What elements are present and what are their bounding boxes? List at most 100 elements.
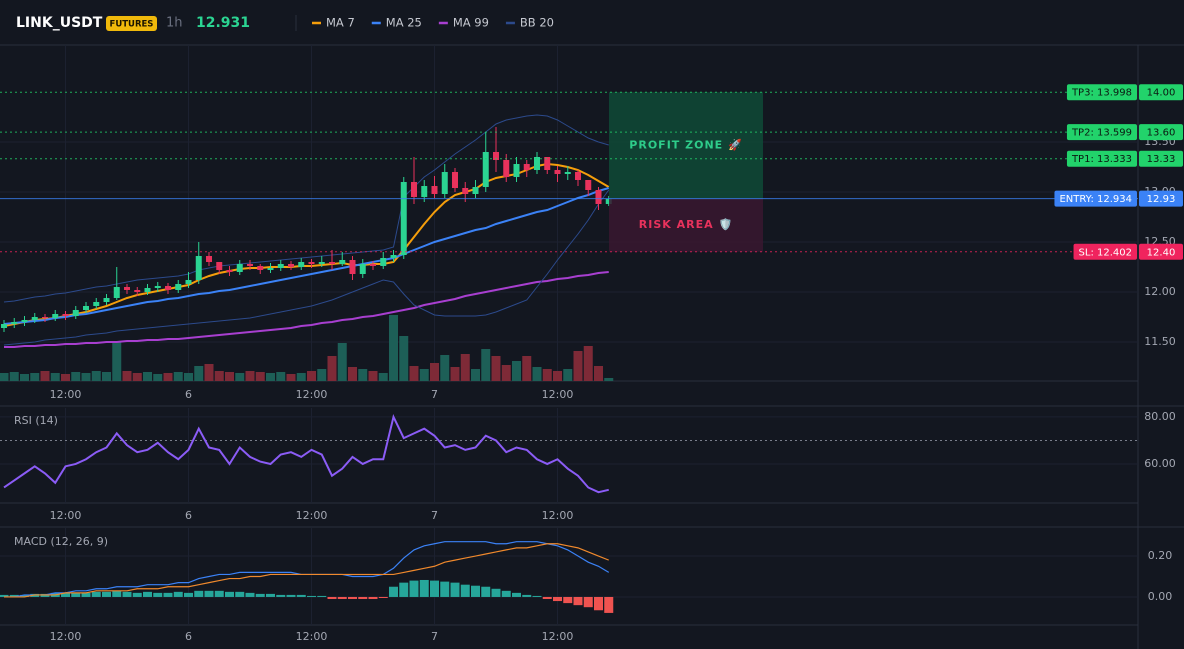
x-tick-label: 7	[431, 630, 438, 643]
macd-histogram-bar	[102, 591, 111, 597]
volume-bar	[532, 367, 542, 381]
macd-title: MACD (12, 26, 9)	[14, 535, 108, 548]
volume-bar	[368, 371, 378, 381]
candle-body	[493, 152, 499, 160]
macd-histogram-bar	[512, 592, 521, 597]
candle-body	[165, 286, 171, 290]
candle-body	[523, 164, 530, 170]
symbol: LINK_USDT	[16, 15, 103, 31]
macd-histogram-bar	[409, 580, 419, 597]
macd-histogram-bar	[337, 596, 347, 600]
candle-body	[585, 180, 592, 190]
candle-body	[308, 262, 315, 264]
level-tag: SL: 12.402	[1079, 247, 1132, 258]
x-tick-label: 7	[431, 509, 438, 522]
x-tick-label: 12:00	[296, 388, 328, 401]
x-tick-label: 12:00	[542, 630, 574, 643]
volume-bar	[460, 354, 470, 381]
macd-histogram-bar	[501, 590, 511, 597]
macd-histogram-bar	[604, 596, 614, 613]
x-tick-label: 6	[185, 630, 192, 643]
zone-label: PROFIT ZONE 🚀	[629, 138, 742, 151]
candle-body	[113, 287, 120, 298]
candle-body	[441, 172, 448, 194]
volume-bar	[20, 374, 29, 381]
candle-body	[380, 258, 387, 266]
candle-body	[134, 290, 141, 292]
volume-bar	[594, 366, 603, 381]
macd-histogram-bar	[173, 591, 183, 597]
axis-tag-bg	[1139, 124, 1183, 141]
macd-histogram-bar	[204, 590, 214, 597]
macd-histogram-bar	[71, 592, 81, 597]
volume-bar	[153, 374, 163, 381]
volume-bar	[204, 364, 214, 381]
macd-histogram-bar	[266, 593, 275, 597]
volume-bar	[450, 367, 460, 381]
x-tick-label: 12:00	[296, 509, 328, 522]
y-tick-label: 12.00	[1144, 285, 1176, 298]
candle-body	[554, 170, 561, 174]
volume-bar	[163, 373, 173, 381]
candle-body	[462, 188, 469, 194]
volume-bar	[389, 315, 398, 381]
candle-body	[575, 172, 581, 180]
y-tick-label: 0.20	[1148, 549, 1173, 562]
legend: MA 7 MA 25 MA 99 BB 20	[312, 16, 554, 30]
macd-histogram-bar	[542, 596, 552, 600]
indicator-line	[3, 187, 610, 325]
volume-bar	[9, 372, 19, 381]
plot-area: 12:00 12:00 12:00 6 6 6 12:00 12:00 12:00 7 7 7 12:0…	[0, 114, 1176, 643]
volume-bar	[430, 363, 439, 381]
macd-histogram-bar	[184, 592, 193, 597]
volume-bar	[327, 356, 337, 381]
candle-body	[185, 280, 192, 284]
candle-body	[103, 298, 110, 302]
candle-body	[206, 256, 212, 262]
candle-body	[62, 314, 69, 316]
level-tag-bg	[1073, 243, 1137, 260]
volume-bar	[112, 341, 122, 381]
signal-line	[4, 543, 609, 598]
macd-histogram-bar	[522, 594, 532, 597]
macd-histogram-bar	[481, 586, 491, 597]
volume-bar	[358, 369, 368, 381]
volume-bar	[214, 371, 224, 381]
macd-histogram-bar	[286, 594, 296, 597]
candle-body	[93, 302, 100, 306]
candle-body	[503, 160, 510, 177]
candle-body	[83, 306, 89, 310]
legend-label: MA 7	[326, 16, 355, 30]
volume-bar	[132, 373, 142, 381]
level-tag-bg	[1066, 84, 1137, 101]
macd-histogram-bar	[563, 596, 573, 604]
candle-body	[257, 266, 264, 270]
level-tag-bg	[1066, 124, 1137, 141]
macd-histogram-bar	[573, 596, 583, 606]
candle-body	[359, 264, 366, 274]
candle-body	[534, 157, 540, 170]
macd-histogram-bar	[358, 596, 368, 600]
candle-body	[339, 260, 346, 264]
candle-body	[431, 186, 438, 194]
macd-histogram-bar	[307, 595, 316, 597]
level-tag: TP2: 13.599	[1071, 128, 1132, 139]
volume-bar	[245, 371, 255, 381]
candle-body	[226, 270, 233, 272]
volume-bar	[40, 371, 50, 381]
candle-body	[411, 182, 417, 197]
macd-histogram-bar	[112, 590, 122, 597]
candle-body	[154, 286, 161, 288]
volume-bar	[91, 371, 101, 381]
volume-bar	[255, 372, 265, 381]
axis-tag: 12.93	[1147, 194, 1176, 205]
macd-histogram-bar	[327, 596, 337, 600]
candle-body	[11, 322, 18, 324]
macd-histogram-bar	[194, 590, 204, 597]
candle-body	[31, 317, 38, 320]
macd-histogram-bar	[296, 594, 306, 597]
level-tag: ENTRY: 12.934	[1059, 194, 1132, 205]
last-price: 12.931	[196, 15, 250, 31]
badge-bg	[106, 16, 157, 31]
